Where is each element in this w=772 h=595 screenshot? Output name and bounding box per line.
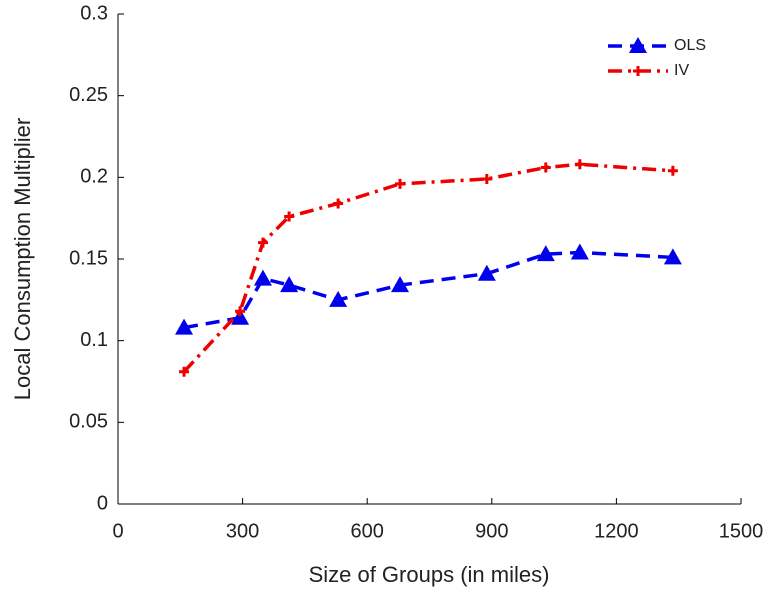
- marker: [570, 243, 589, 260]
- marker: [175, 318, 194, 335]
- legend-label: IV: [674, 62, 689, 79]
- marker: [477, 264, 496, 281]
- marker: [329, 290, 348, 307]
- marker: [253, 269, 272, 286]
- marker: [667, 165, 678, 176]
- y-tick-label: 0.15: [69, 247, 108, 269]
- marker: [179, 366, 190, 377]
- marker: [284, 211, 295, 222]
- marker: [574, 159, 585, 170]
- x-tick-label: 300: [226, 520, 259, 542]
- marker: [257, 237, 268, 248]
- marker: [629, 37, 647, 53]
- x-tick-label: 600: [351, 520, 384, 542]
- marker: [395, 178, 406, 189]
- series-line: [183, 250, 673, 330]
- x-tick-label: 900: [475, 520, 508, 542]
- marker: [391, 276, 410, 293]
- marker: [280, 276, 299, 293]
- x-tick-label: 0: [112, 520, 123, 542]
- marker: [231, 308, 250, 325]
- legend-label: OLS: [674, 37, 706, 54]
- x-tick-label: 1200: [594, 520, 639, 542]
- y-tick-label: 0.3: [80, 2, 108, 24]
- series-line: [182, 162, 674, 373]
- y-tick-label: 0.05: [69, 411, 108, 433]
- marker: [633, 66, 643, 76]
- y-tick-label: 0.25: [69, 84, 108, 106]
- marker: [663, 248, 682, 265]
- y-tick-label: 0.1: [80, 329, 108, 351]
- y-axis-label: Local Consumption Multiplier: [10, 118, 35, 400]
- marker: [235, 306, 246, 317]
- x-tick-label: 1500: [719, 520, 764, 542]
- marker: [333, 198, 344, 209]
- y-tick-label: 0.2: [80, 166, 108, 188]
- y-tick-label: 0: [97, 492, 108, 514]
- marker: [540, 162, 551, 173]
- marker: [481, 173, 492, 184]
- x-axis-label: Size of Groups (in miles): [309, 562, 550, 587]
- marker: [536, 245, 555, 262]
